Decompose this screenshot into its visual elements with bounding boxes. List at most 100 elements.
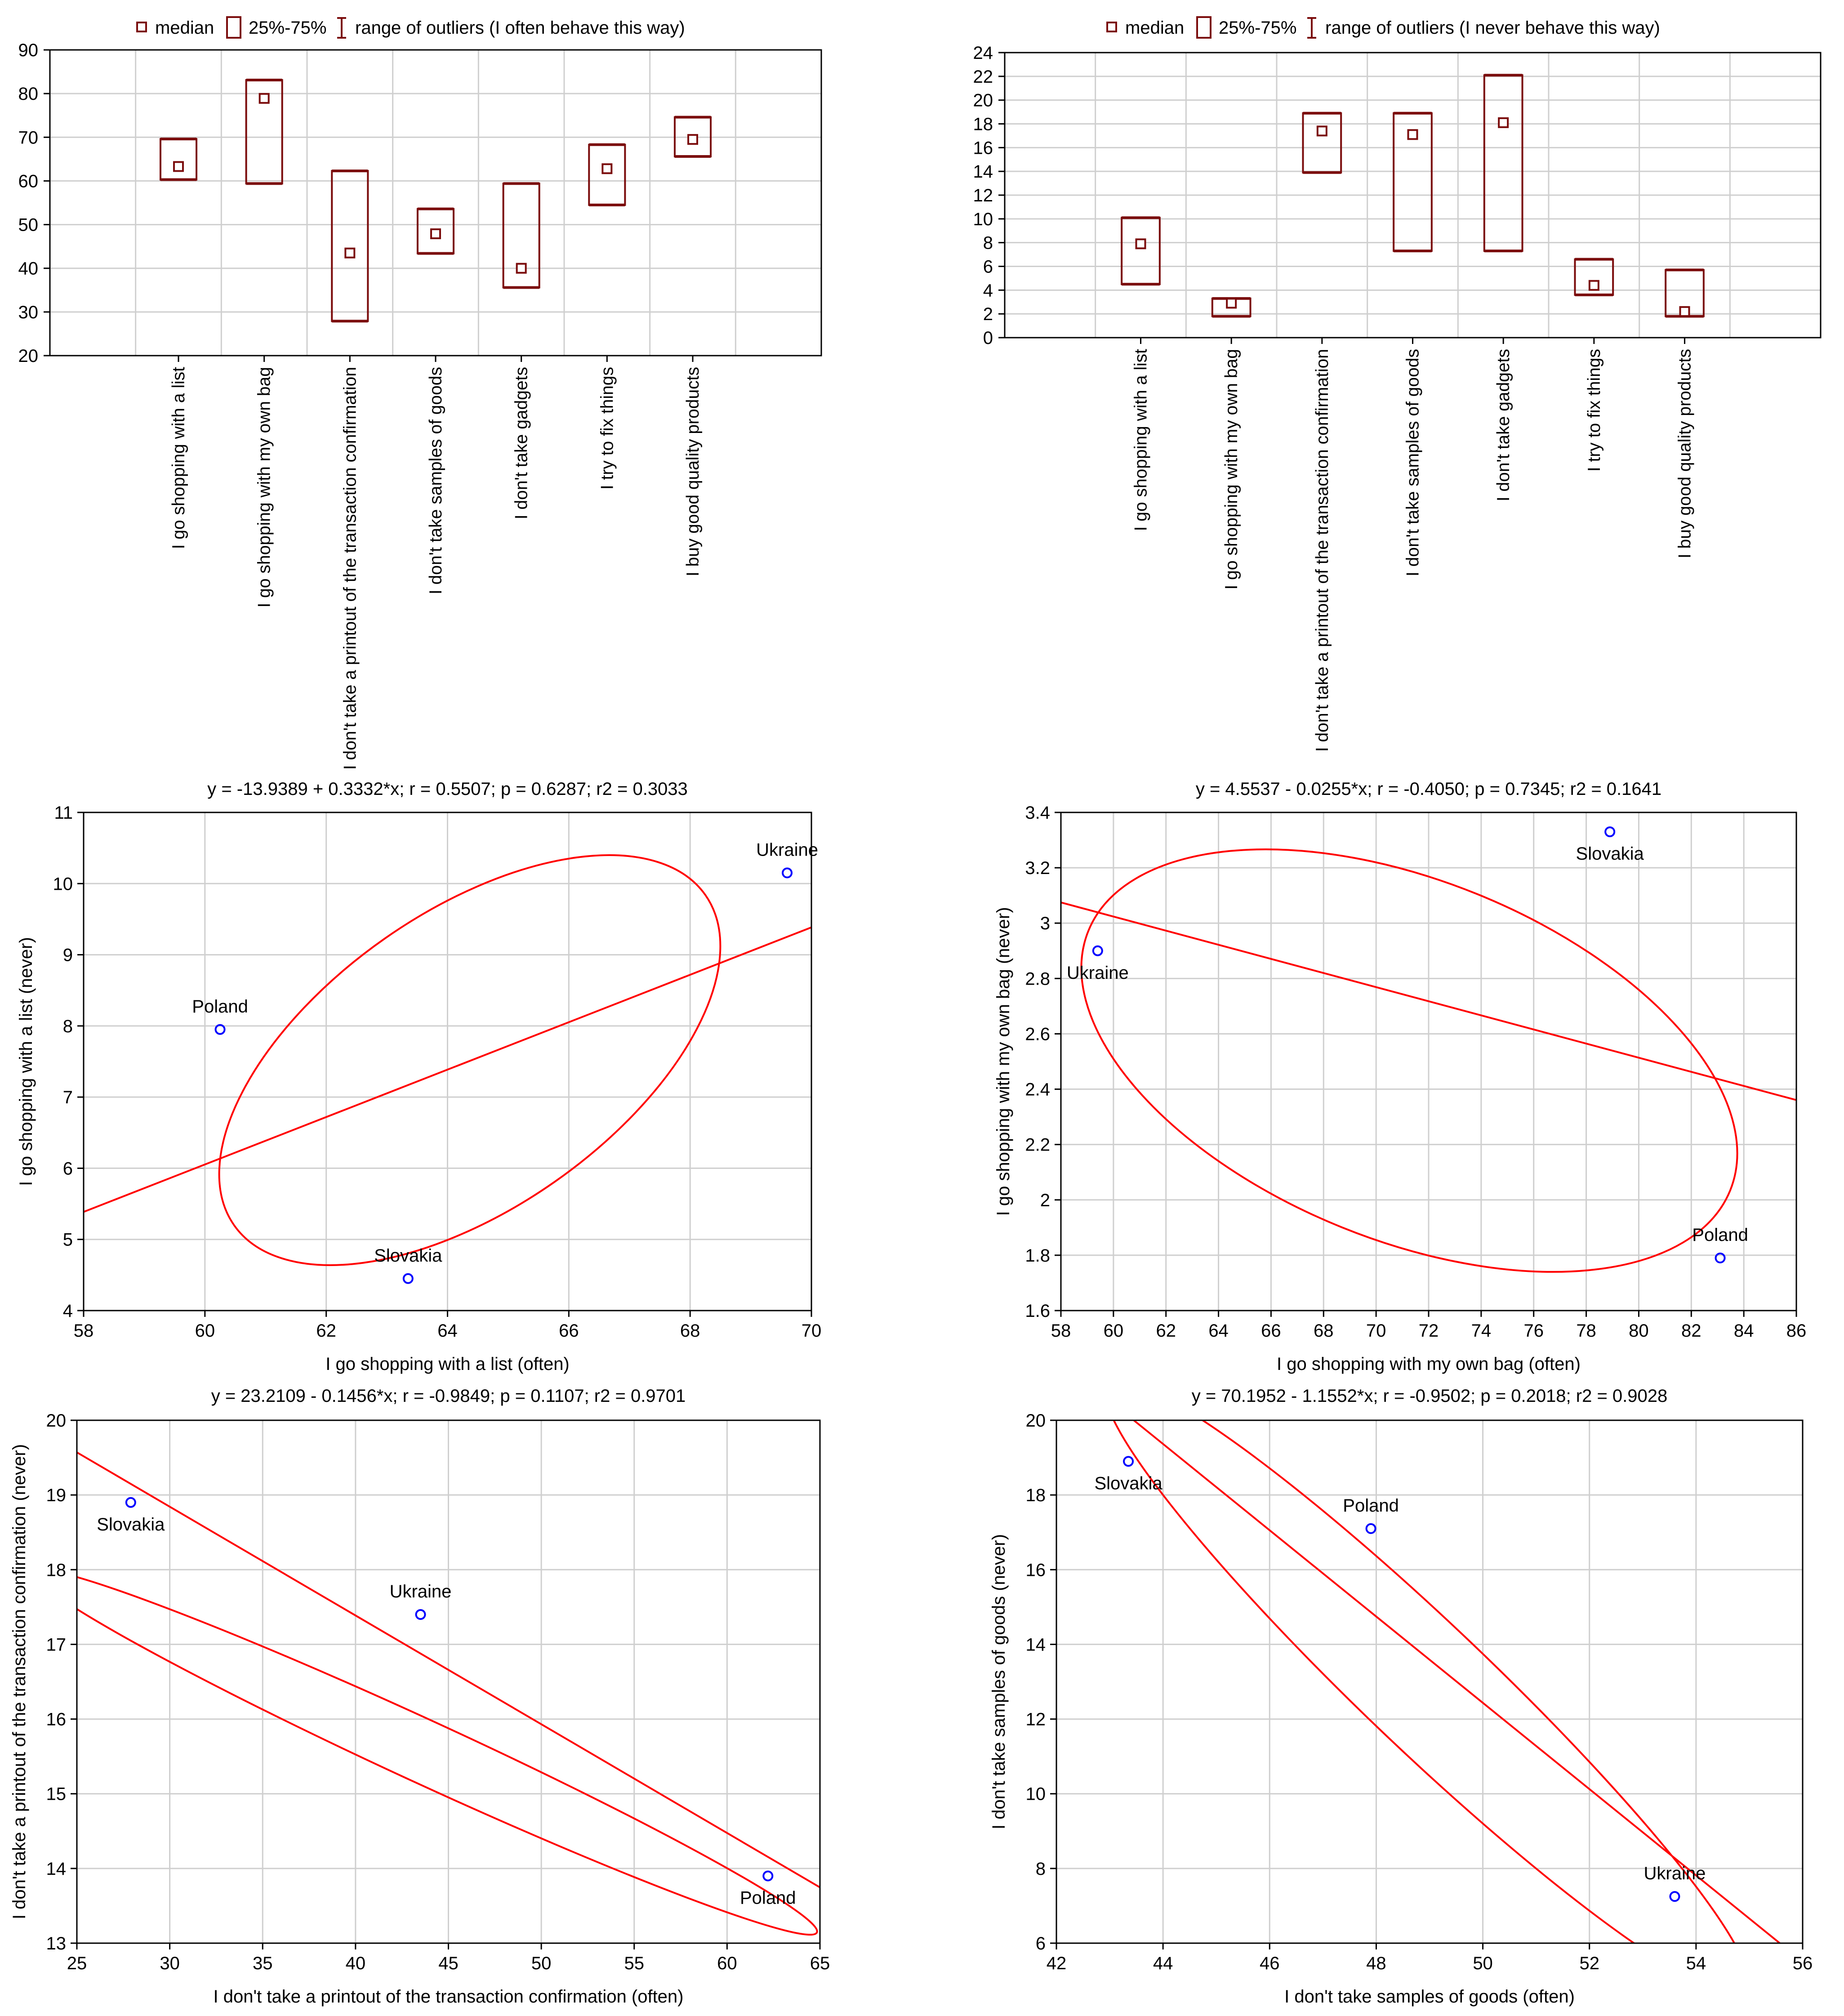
data-point: [782, 867, 793, 879]
regression-line: [1061, 901, 1796, 1101]
x-tick-label: 70: [802, 1321, 822, 1341]
x-tick-label: 56: [1793, 1954, 1813, 1973]
chart-4: 58 60 62 64 66 68 70 72 74 76 78 80 82 84 86 1.6 1.8 2 2.2…: [993, 779, 1806, 1374]
point-label: Poland: [740, 1888, 796, 1908]
y-tick-label: 12: [973, 186, 993, 205]
legend: median 25%-75% range of outliers (I often …: [136, 16, 685, 39]
y-tick-label: 2: [983, 304, 993, 324]
x-tick-label: 60: [1104, 1321, 1124, 1341]
data-point: [415, 1609, 426, 1620]
confidence-ellipse: [1080, 848, 1738, 1273]
category-label: I don't take gadgets: [512, 367, 531, 519]
x-tick-label: 54: [1686, 1954, 1706, 1973]
box-median-marker: [1679, 306, 1690, 317]
box-iqr: [159, 138, 198, 181]
y-tick-label: 8: [1036, 1859, 1046, 1879]
box-median-marker: [1498, 117, 1509, 128]
y-tick-label: 14: [46, 1859, 67, 1879]
box-median-marker: [173, 161, 184, 172]
y-tick-label: 6: [983, 257, 993, 277]
point-label: Slovakia: [1094, 1473, 1163, 1493]
box-median-marker: [1316, 125, 1327, 137]
y-tick-label: 2.2: [1025, 1135, 1050, 1155]
y-tick-label: 13: [46, 1934, 67, 1954]
category-label: I go shopping with a list: [169, 367, 188, 549]
confidence-ellipse: [1104, 1420, 1750, 1943]
category-label: I try to fix things: [1585, 349, 1604, 472]
legend-iqr-icon: [226, 16, 241, 39]
y-tick-label: 17: [46, 1635, 67, 1655]
y-tick-label: 18: [973, 115, 993, 134]
plot-frame: [49, 49, 822, 357]
regression-line: [1132, 1420, 1782, 1943]
point-label: Slovakia: [1576, 844, 1644, 864]
x-tick-label: 50: [531, 1954, 552, 1973]
x-tick-label: 35: [253, 1954, 273, 1973]
legend-median-icon: [1106, 22, 1117, 32]
y-axis-label: I don't take samples of goods (never): [989, 1534, 1009, 1829]
y-tick-label: 20: [18, 346, 39, 366]
y-tick-label: 6: [1036, 1934, 1046, 1954]
chart-5: 25 30 35 40 45 50 55 60 65 13 14 15 16 17 18 19 20 Slovak…: [9, 1386, 830, 2007]
x-tick-label: 30: [160, 1954, 180, 1973]
y-tick-label: 80: [18, 84, 39, 104]
y-tick-label: 16: [1026, 1560, 1046, 1580]
data-point: [1604, 826, 1616, 838]
y-axis-label: I go shopping with a list (never): [16, 937, 36, 1186]
x-axis-label: I don't take a printout of the transacti…: [214, 1987, 684, 2007]
y-tick-label: 4: [983, 281, 993, 300]
point-label: Slovakia: [374, 1246, 442, 1266]
regression-line: [84, 926, 811, 1213]
chart-title: y = 23.2109 - 0.1456*x; r = -0.9849; p =…: [211, 1386, 686, 1406]
y-tick-label: 70: [18, 128, 39, 147]
box-median-marker: [1588, 280, 1599, 291]
y-tick-label: 90: [18, 40, 39, 60]
x-tick-label: 80: [1629, 1321, 1649, 1341]
y-tick-label: 8: [63, 1017, 73, 1036]
category-label: I buy good quality products: [683, 367, 703, 576]
y-axis-label: I go shopping with my own bag (never): [993, 907, 1013, 1216]
y-tick-label: 2.8: [1025, 969, 1050, 989]
y-tick-label: 2: [1040, 1191, 1050, 1210]
category-label: I don't take samples of goods: [426, 367, 445, 594]
legend-label-median: median: [1125, 18, 1184, 38]
x-tick-label: 72: [1419, 1321, 1439, 1341]
legend-label-iqr: 25%-75%: [1219, 18, 1296, 38]
y-tick-label: 60: [18, 171, 39, 191]
box-iqr: [588, 143, 626, 206]
y-tick-label: 3.2: [1025, 858, 1050, 878]
legend-median-icon: [136, 22, 147, 32]
category-label: I go shopping with a list: [1131, 349, 1151, 531]
y-tick-label: 14: [973, 162, 993, 182]
box-median-marker: [1135, 238, 1146, 250]
data-point: [1669, 1891, 1680, 1902]
point-label: Ukraine: [1644, 1864, 1706, 1883]
box-median-marker: [1226, 298, 1237, 309]
box-median-marker: [344, 247, 356, 259]
y-tick-label: 9: [63, 946, 73, 965]
x-tick-label: 62: [1156, 1321, 1176, 1341]
y-tick-label: 10: [973, 210, 993, 229]
box-iqr: [1121, 217, 1161, 285]
x-axis-label: I go shopping with my own bag (often): [1277, 1354, 1581, 1374]
chart-6: 42 44 46 48 50 52 54 56 6 8 10 12 14 16 18 20 Slovakia Po…: [989, 1386, 1813, 2007]
category-label: I try to fix things: [597, 367, 617, 490]
y-tick-label: 8: [983, 233, 993, 253]
category-label: I don't take gadgets: [1494, 349, 1513, 501]
chart-title: y = 4.5537 - 0.0255*x; r = -0.4050; p = …: [1196, 779, 1661, 799]
chart-3: 58 60 62 64 66 68 70 4 5 6 7 8 9 10 11 Poland Slovakia Uk…: [16, 779, 822, 1374]
y-tick-label: 20: [46, 1411, 67, 1431]
category-label: I go shopping with my own bag: [1222, 349, 1241, 590]
box-median-marker: [516, 263, 527, 274]
x-tick-label: 84: [1734, 1321, 1754, 1341]
x-tick-label: 45: [438, 1954, 459, 1973]
category-label: I buy good quality products: [1675, 349, 1695, 558]
x-tick-label: 64: [437, 1321, 458, 1341]
box-median-marker: [601, 163, 613, 174]
y-tick-label: 20: [1026, 1411, 1046, 1431]
plot-frame: [1056, 1419, 1804, 1944]
y-tick-label: 18: [46, 1560, 67, 1580]
y-tick-label: 16: [973, 138, 993, 158]
y-tick-label: 40: [18, 259, 39, 279]
y-tick-label: 0: [983, 328, 993, 348]
